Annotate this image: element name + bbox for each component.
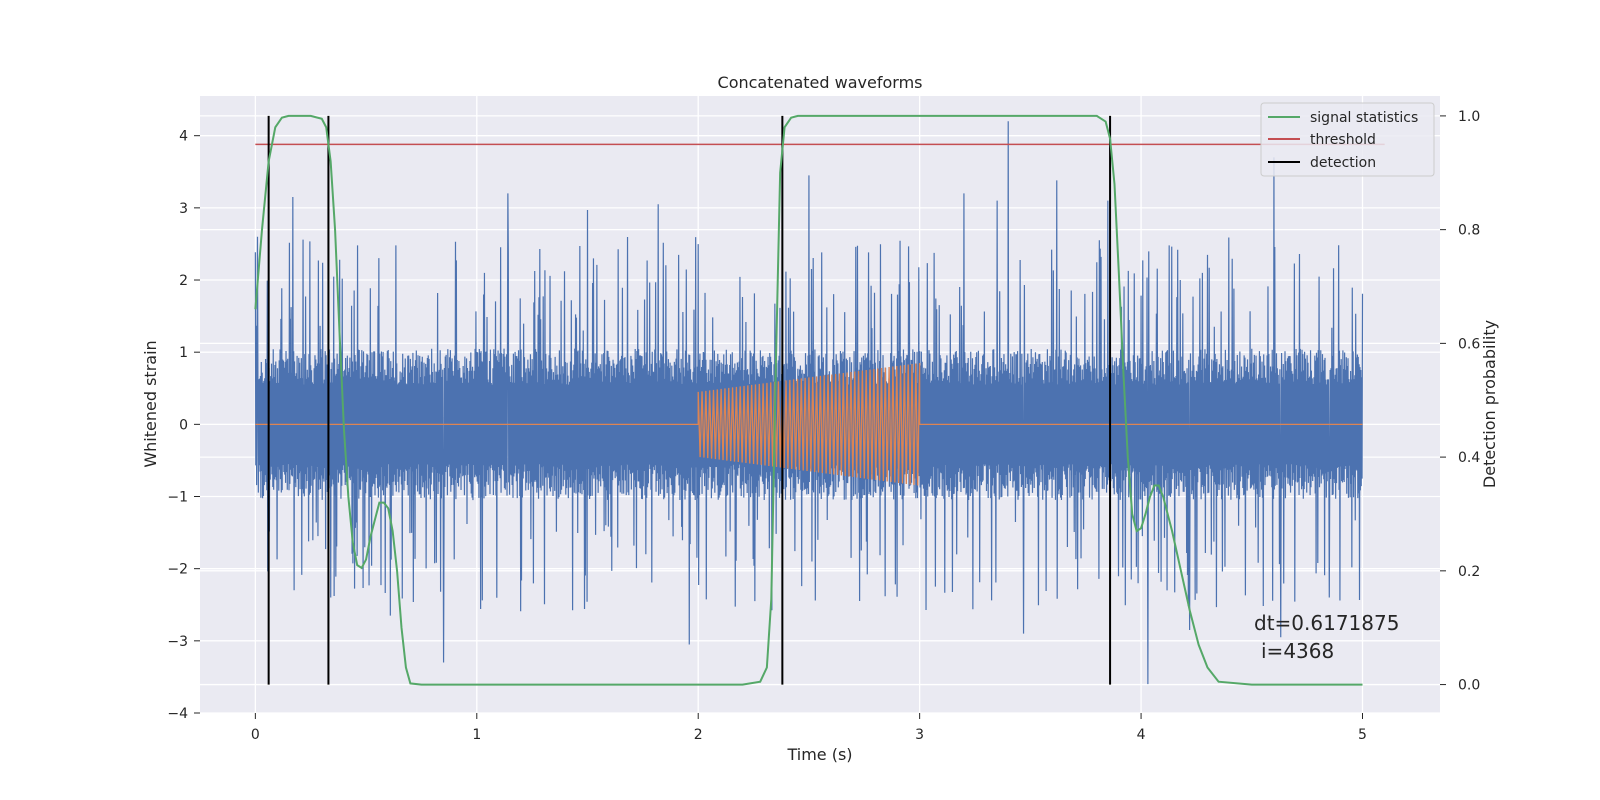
legend-label-threshold: threshold	[1310, 132, 1376, 148]
y-tick-label: 1	[179, 345, 188, 361]
x-tick-label: 3	[915, 727, 924, 743]
left-y-axis-ticks: −4 −3 −2 −1 0 1 2 3 4	[167, 129, 200, 722]
x-tick-label: 2	[694, 727, 703, 743]
y-axis-label: Whitened strain	[141, 340, 160, 467]
right-y-axis-ticks: 0.0 0.2 0.4 0.6 0.8 1.0	[1440, 109, 1480, 694]
grid-lines	[200, 96, 1440, 714]
detection-lines	[267, 115, 1112, 685]
y-tick-label: 3	[179, 201, 188, 217]
y2-tick-label: 0.4	[1458, 450, 1480, 466]
x-axis-label: Time (s)	[786, 745, 852, 764]
y2-tick-label: 0.6	[1458, 336, 1480, 352]
y-tick-label: −3	[167, 634, 188, 650]
y-tick-label: −4	[167, 706, 188, 722]
x-tick-label: 4	[1137, 727, 1146, 743]
x-tick-label: 0	[251, 727, 260, 743]
annotation-dt: dt=0.6171875	[1254, 611, 1399, 635]
legend-label-detection: detection	[1310, 155, 1376, 171]
y-tick-label: 2	[179, 273, 188, 289]
noise-trace	[254, 121, 1364, 685]
y-tick-label: 0	[179, 417, 188, 433]
y2-axis-label: Detection probability	[1480, 320, 1499, 488]
legend-frame	[1260, 102, 1435, 177]
y2-tick-label: 0.8	[1458, 223, 1480, 239]
x-tick-label: 5	[1358, 727, 1367, 743]
injection-trace	[255, 362, 1363, 486]
y2-tick-label: 0.2	[1458, 564, 1480, 580]
y-tick-label: −1	[167, 490, 188, 506]
annotation-i: i=4368	[1261, 639, 1334, 663]
chart-title: Concatenated waveforms	[718, 73, 923, 92]
y-tick-label: −2	[167, 562, 188, 578]
y2-tick-label: 0.0	[1458, 678, 1480, 694]
signal-statistics-line	[254, 114, 1363, 686]
x-axis-ticks: 0 1 2 3 4 5	[251, 713, 1367, 743]
legend-label-signal-statistics: signal statistics	[1310, 110, 1418, 126]
y2-tick-label: 1.0	[1458, 109, 1480, 125]
y-tick-label: 4	[179, 129, 188, 145]
x-tick-label: 1	[472, 727, 481, 743]
plot-series	[254, 114, 1385, 686]
legend: signal statistics threshold detection	[1260, 102, 1435, 177]
